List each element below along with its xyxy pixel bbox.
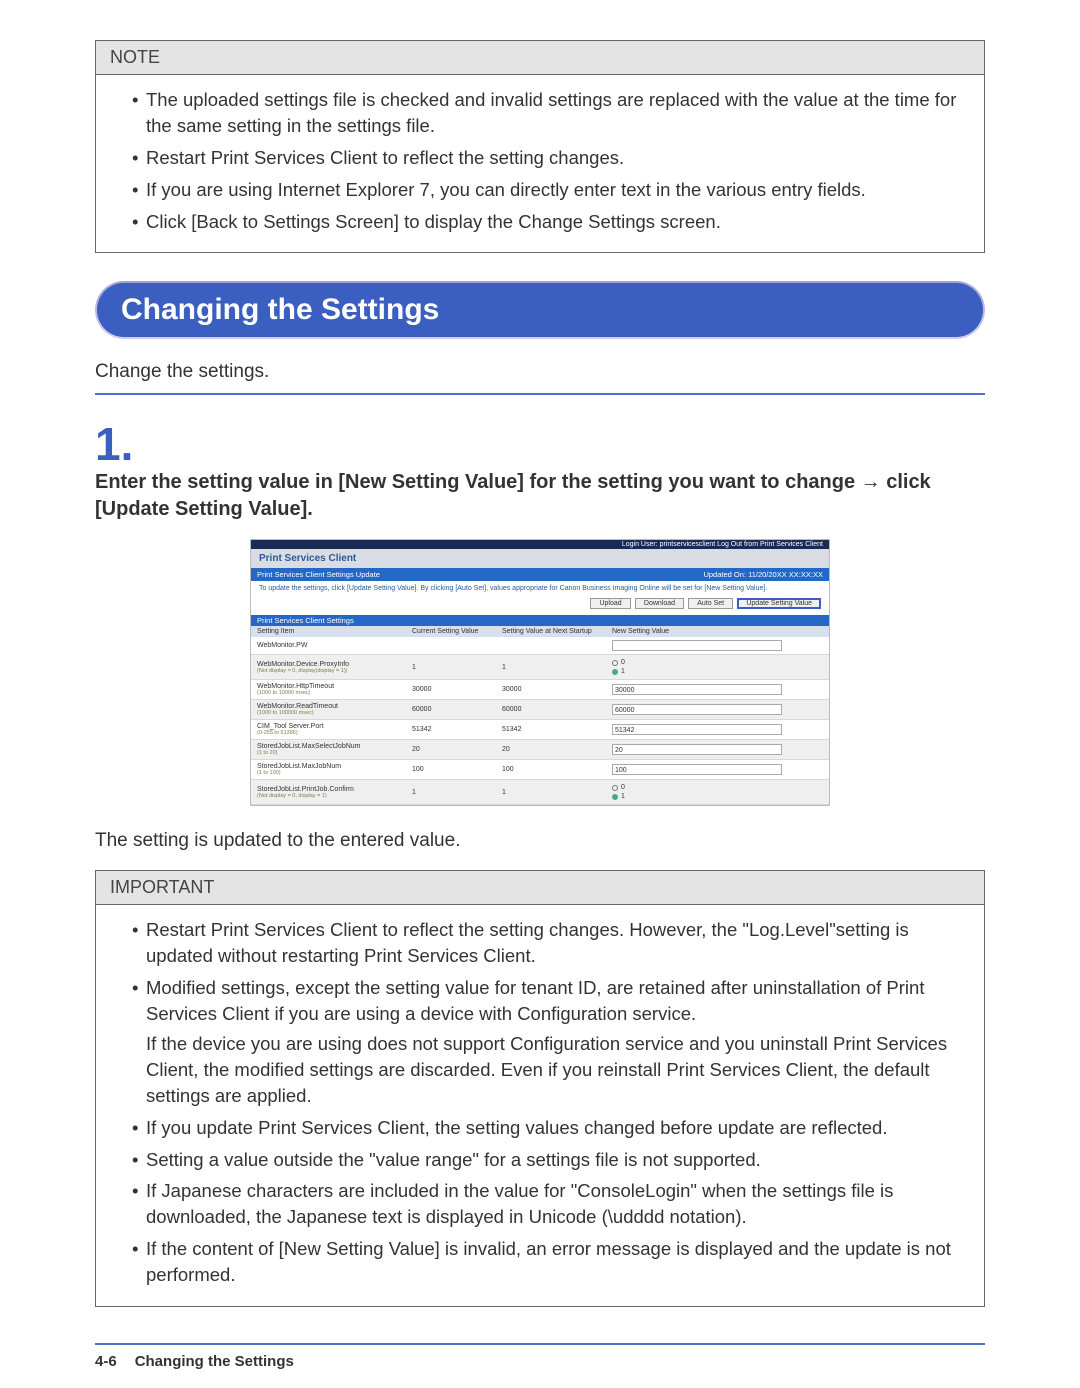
note-item: Click [Back to Settings Screen] to displ…	[132, 209, 960, 235]
cell-current: 30000	[406, 683, 496, 696]
cell-current: 100	[406, 763, 496, 776]
ss-sub-left: Print Services Client Settings Update	[257, 570, 380, 579]
cell-new: 51342	[606, 721, 829, 738]
important-box: IMPORTANT Restart Print Services Client …	[95, 870, 985, 1307]
cell-new: 01	[606, 655, 829, 679]
setting-input[interactable]: 20	[612, 744, 782, 755]
setting-input[interactable]	[612, 640, 782, 651]
th-new: New Setting Value	[606, 626, 829, 637]
note-list: The uploaded settings file is checked an…	[120, 87, 960, 234]
upload-button[interactable]: Upload	[590, 598, 630, 609]
table-row: WebMonitor.HttpTimeout(1000 to 10000 mse…	[251, 680, 829, 700]
cell-new: 01	[606, 780, 829, 804]
th-next: Setting Value at Next Startup	[496, 626, 606, 637]
download-button[interactable]: Download	[635, 598, 684, 609]
table-row: WebMonitor.PW	[251, 637, 829, 655]
note-item: If you are using Internet Explorer 7, yo…	[132, 177, 960, 203]
note-item: Restart Print Services Client to reflect…	[132, 145, 960, 171]
radio-option[interactable]: 1	[612, 792, 823, 801]
table-row: WebMonitor.ReadTimeout(1000 to 100000 ms…	[251, 700, 829, 720]
ss-subheader: Print Services Client Settings Update Up…	[251, 568, 829, 581]
ss-button-row: Upload Download Auto Set Update Setting …	[251, 598, 829, 615]
cell-next: 1	[496, 661, 606, 674]
th-current: Current Setting Value	[406, 626, 496, 637]
cell-new: 20	[606, 741, 829, 758]
important-item: If the content of [New Setting Value] is…	[132, 1236, 960, 1288]
cell-next: 30000	[496, 683, 606, 696]
cell-setting-name: WebMonitor.PW	[251, 639, 406, 652]
important-item: Setting a value outside the "value range…	[132, 1147, 960, 1173]
table-row: StoredJobList.PrintJob.Confirm(Not displ…	[251, 780, 829, 805]
important-item: If Japanese characters are included in t…	[132, 1178, 960, 1230]
ss-section-title: Print Services Client Settings	[251, 615, 829, 626]
cell-next: 100	[496, 763, 606, 776]
note-item: The uploaded settings file is checked an…	[132, 87, 960, 139]
radio-option[interactable]: 0	[612, 783, 823, 792]
update-setting-value-button[interactable]: Update Setting Value	[737, 598, 821, 609]
cell-new	[606, 637, 829, 654]
cell-setting-name: StoredJobList.MaxSelectJobNum(1 to 20)	[251, 740, 406, 759]
autoset-button[interactable]: Auto Set	[688, 598, 733, 609]
important-item: If you update Print Services Client, the…	[132, 1115, 960, 1141]
cell-next: 60000	[496, 703, 606, 716]
cell-next	[496, 643, 606, 649]
screenshot-figure: Login User: printservicesclient Log Out …	[95, 539, 985, 806]
cell-setting-name: CIM_Tool Server.Port(0-255 to 51386)	[251, 720, 406, 739]
ss-description: To update the settings, click [Update Se…	[251, 581, 829, 598]
cell-current: 60000	[406, 703, 496, 716]
cell-next: 20	[496, 743, 606, 756]
divider	[95, 393, 985, 395]
section-heading-text: Changing the Settings	[97, 283, 983, 337]
ss-brand: Print Services Client	[251, 549, 829, 568]
cell-setting-name: WebMonitor.ReadTimeout(1000 to 100000 ms…	[251, 700, 406, 719]
cell-current: 1	[406, 786, 496, 799]
cell-setting-name: StoredJobList.PrintJob.Confirm(Not displ…	[251, 783, 406, 802]
table-row: CIM_Tool Server.Port(0-255 to 51386)5134…	[251, 720, 829, 740]
ss-topbar: Login User: printservicesclient Log Out …	[251, 540, 829, 549]
th-setting-item: Setting Item	[251, 626, 406, 637]
setting-input[interactable]: 60000	[612, 704, 782, 715]
step-number: 1.	[95, 421, 985, 467]
table-row: StoredJobList.MaxSelectJobNum(1 to 20)20…	[251, 740, 829, 760]
important-list: Restart Print Services Client to reflect…	[120, 917, 960, 1288]
cell-new: 60000	[606, 701, 829, 718]
step-instruction: Enter the setting value in [New Setting …	[95, 469, 985, 523]
footer-rule	[95, 1343, 985, 1345]
cell-setting-name: WebMonitor.Device.ProxyInfo(Not display …	[251, 658, 406, 677]
page-footer: 4-6 Changing the Settings	[95, 1353, 985, 1370]
setting-input[interactable]: 100	[612, 764, 782, 775]
cell-current	[406, 643, 496, 649]
setting-input[interactable]: 51342	[612, 724, 782, 735]
important-item: Restart Print Services Client to reflect…	[132, 917, 960, 969]
note-box: NOTE The uploaded settings file is check…	[95, 40, 985, 253]
setting-input[interactable]: 30000	[612, 684, 782, 695]
page-number: 4-6	[95, 1353, 117, 1370]
cell-current: 51342	[406, 723, 496, 736]
cell-setting-name: StoredJobList.MaxJobNum(1 to 100)	[251, 760, 406, 779]
cell-setting-name: WebMonitor.HttpTimeout(1000 to 10000 mse…	[251, 680, 406, 699]
result-text: The setting is updated to the entered va…	[95, 830, 985, 852]
footer-title: Changing the Settings	[135, 1353, 294, 1370]
intro-text: Change the settings.	[95, 361, 985, 383]
cell-next: 1	[496, 786, 606, 799]
table-row: StoredJobList.MaxJobNum(1 to 100)1001001…	[251, 760, 829, 780]
cell-current: 20	[406, 743, 496, 756]
cell-current: 1	[406, 661, 496, 674]
cell-new: 100	[606, 761, 829, 778]
section-heading: Changing the Settings	[95, 281, 985, 339]
table-row: WebMonitor.Device.ProxyInfo(Not display …	[251, 655, 829, 680]
radio-option[interactable]: 0	[612, 658, 823, 667]
cell-next: 51342	[496, 723, 606, 736]
radio-option[interactable]: 1	[612, 667, 823, 676]
important-item: Modified settings, except the setting va…	[132, 975, 960, 1108]
ss-table-head: Setting Item Current Setting Value Setti…	[251, 626, 829, 637]
note-title: NOTE	[96, 41, 984, 75]
cell-new: 30000	[606, 681, 829, 698]
ss-sub-right: Updated On: 11/20/20XX XX:XX:XX	[703, 570, 823, 579]
important-title: IMPORTANT	[96, 871, 984, 905]
